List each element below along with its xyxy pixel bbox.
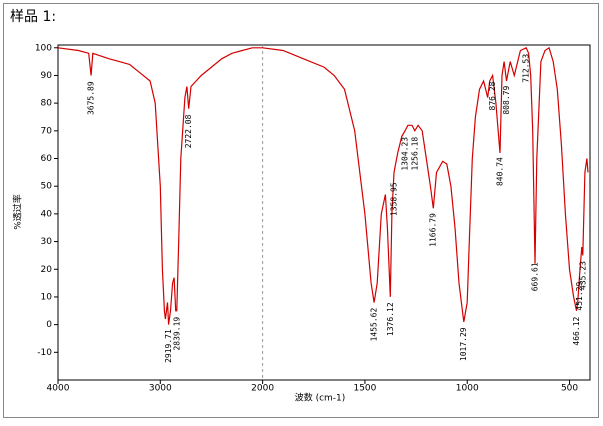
peak-label: 435.23 [578,261,587,290]
x-tick-label: 1000 [456,384,479,394]
x-tick-label: 4000 [47,384,70,394]
frame [3,3,599,418]
y-tick-label: 100 [35,43,52,53]
y-tick-label: 50 [41,182,53,192]
y-tick-label: 20 [41,265,53,275]
peak-label: 1166.79 [429,213,438,247]
chart-title: 样品 1: [10,9,56,25]
peak-label: 1455.62 [370,307,379,341]
peak-label: 1256.18 [410,137,419,171]
x-tick-label: 3000 [149,384,172,394]
x-tick-label: 1500 [353,384,376,394]
y-tick-label: 10 [41,292,53,302]
peak-label: 712.53 [522,54,531,83]
x-tick-label: 500 [561,384,578,394]
y-tick-label: 80 [41,99,53,109]
peak-label: 1304.23 [400,137,409,171]
y-tick-label: 90 [41,71,53,81]
peak-label: 808.79 [502,86,511,115]
y-tick-label: 40 [41,209,53,219]
peak-label: 2839.19 [172,317,181,351]
peak-label: 1376.12 [386,302,395,336]
y-axis-label: %透过率 [12,194,24,230]
spectrum-line [57,46,589,325]
peak-label: 840.74 [495,157,504,186]
y-tick-label: -10 [37,348,52,358]
y-tick-label: 0 [46,320,52,330]
peak-label: 1017.29 [459,327,468,361]
peak-label: 2722.08 [184,114,193,148]
plot-frame [57,44,591,381]
peak-label: 876.28 [488,81,497,110]
peak-label: 466.12 [572,316,581,345]
x-tick-label: 2000 [251,384,274,394]
y-tick-label: 70 [41,126,53,136]
y-tick-label: 60 [41,154,53,164]
peak-label: 1358.95 [389,182,398,216]
peak-label: 669.61 [530,262,539,291]
x-axis-label: 波数 (cm-1) [295,392,346,404]
peak-label: 451.29 [575,282,584,311]
peak-label: 3675.89 [87,81,96,115]
y-tick-label: 30 [41,237,53,247]
peak-label: 2919.71 [164,329,173,363]
